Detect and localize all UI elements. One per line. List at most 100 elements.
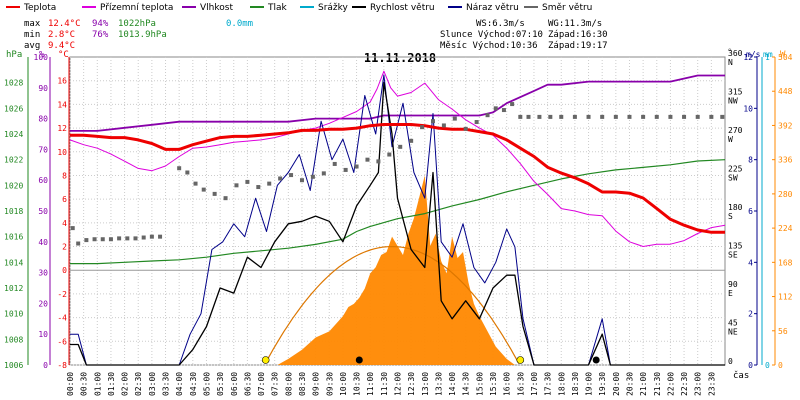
wind-dir-compass-label: N xyxy=(728,58,733,67)
stat-max-press: 1022hPa xyxy=(118,19,156,29)
wind-dir-point xyxy=(92,237,97,242)
x-tick-label: 01:30 xyxy=(107,372,116,396)
pressure_hpa-tick-label: 1028 xyxy=(4,79,23,88)
pressure_hpa-tick-label: 1024 xyxy=(4,130,23,139)
sun-rise-info: Slunce Východ:07:10 xyxy=(440,30,543,40)
solar-tick-label: 392 xyxy=(778,121,793,130)
solar-tick-label: 56 xyxy=(778,327,788,336)
wind-dir-point xyxy=(668,114,673,119)
humidity_pct-tick-label: 90 xyxy=(38,84,48,93)
wind-dir-point xyxy=(158,234,163,239)
pressure_hpa-tick-label: 1022 xyxy=(4,156,23,165)
rain-tick-label: 0 xyxy=(765,361,770,370)
x-tick-label: 02:30 xyxy=(134,372,143,396)
x-tick-label: 04:00 xyxy=(175,372,184,396)
wind-dir-tick-label: 315 xyxy=(728,88,743,97)
wind-dir-tick-label: 0 xyxy=(728,357,733,366)
wind-dir-compass-label: SE xyxy=(728,251,738,260)
x-tick-label: 11:00 xyxy=(366,372,375,396)
wind-dir-point xyxy=(720,114,725,119)
x-tick-label: 16:30 xyxy=(516,372,525,396)
wind-dir-point xyxy=(278,176,283,181)
wind-dir-tick-label: 360 xyxy=(728,49,743,58)
series-solar-area xyxy=(277,175,515,365)
solar-tick-label: 112 xyxy=(778,293,793,302)
wind-tick-label: 2 xyxy=(748,310,753,319)
wind-dir-compass-label: SW xyxy=(728,174,738,183)
x-tick-label: 13:00 xyxy=(421,372,430,396)
x-tick-label: 12:00 xyxy=(394,372,403,396)
x-tick-label: 15:30 xyxy=(489,372,498,396)
x-tick-label: 19:00 xyxy=(585,372,594,396)
wind-tick-label: 6 xyxy=(748,207,753,216)
unit-deg: ° xyxy=(727,48,732,58)
wind-dir-point xyxy=(84,238,89,243)
sunset-marker xyxy=(516,356,525,364)
rain-tick-label: 1 xyxy=(765,53,770,62)
stat-min-temp: 2.8°C xyxy=(48,30,75,40)
wind-dir-point xyxy=(485,113,490,118)
x-tick-label: 23:30 xyxy=(707,372,716,396)
stat-max-temp: 12.4°C xyxy=(48,19,81,29)
stat-avg-temp: 9.4°C xyxy=(48,41,75,51)
wind-dir-point xyxy=(267,181,272,186)
pressure_hpa-tick-label: 1016 xyxy=(4,233,23,242)
pressure_hpa-tick-label: 1010 xyxy=(4,310,23,319)
wind-tick-label: 8 xyxy=(748,156,753,165)
wind-dir-point xyxy=(108,237,113,242)
plot-area xyxy=(69,70,726,366)
x-tick-label: 01:00 xyxy=(93,372,102,396)
legend-label-6: Náraz větru xyxy=(466,3,519,13)
x-tick-label: 12:30 xyxy=(407,372,416,396)
temperature_c-tick-label: 12 xyxy=(57,124,67,133)
unit-ms: m/s xyxy=(746,50,761,59)
x-tick-label: 15:00 xyxy=(475,372,484,396)
humidity_pct-tick-label: 40 xyxy=(38,238,48,247)
x-tick-label: 21:00 xyxy=(639,372,648,396)
x-tick-label: 04:30 xyxy=(189,372,198,396)
wind-dir-tick-label: 45 xyxy=(728,319,738,328)
unit-pct: % xyxy=(39,50,45,60)
temperature_c-tick-label: -6 xyxy=(57,337,67,346)
stat-avg-label: avg xyxy=(24,41,40,51)
x-tick-label: 03:30 xyxy=(162,372,171,396)
wind-dir-point xyxy=(572,114,577,119)
legend-label-5: Rychlost větru xyxy=(370,3,435,13)
wind-dir-tick-label: 225 xyxy=(728,165,743,174)
wind-dir-point xyxy=(654,114,659,119)
x-tick-label: 18:00 xyxy=(557,372,566,396)
stat-min-hum: 76% xyxy=(92,30,109,40)
series-solar-theoretical xyxy=(264,246,520,364)
humidity_pct-tick-label: 80 xyxy=(38,115,48,124)
wind-dir-compass-label: NW xyxy=(728,97,738,106)
stat-max-label: max xyxy=(24,19,41,29)
unit-cas: čas xyxy=(733,370,749,381)
pressure_hpa-tick-label: 1018 xyxy=(4,207,23,216)
x-tick-label: 06:00 xyxy=(230,372,239,396)
x-tick-label: 17:30 xyxy=(544,372,553,396)
wind-dir-tick-label: 180 xyxy=(728,203,743,212)
temperature_c-tick-label: 6 xyxy=(62,195,67,204)
x-tick-label: 00:00 xyxy=(66,372,75,396)
wind-dir-point xyxy=(695,114,700,119)
pressure_hpa-tick-label: 1026 xyxy=(4,104,23,113)
x-tick-label: 09:30 xyxy=(325,372,334,396)
solar-tick-label: 504 xyxy=(778,53,793,62)
x-tick-label: 10:00 xyxy=(339,372,348,396)
temperature_c-tick-label: 16 xyxy=(57,77,67,86)
legend-label-0: Teplota xyxy=(23,3,56,13)
x-tick-label: 00:30 xyxy=(80,372,89,396)
x-tick-label: 10:30 xyxy=(353,372,362,396)
wind-dir-point xyxy=(321,171,326,176)
x-tick-label: 20:30 xyxy=(625,372,634,396)
chart-title: 11.11.2018 xyxy=(364,51,436,65)
pressure_hpa-tick-label: 1014 xyxy=(4,258,23,267)
wind-dir-point xyxy=(641,114,646,119)
x-tick-label: 02:00 xyxy=(121,372,130,396)
wind-dir-point xyxy=(365,157,370,162)
wind-dir-point xyxy=(100,237,105,242)
wind-dir-point xyxy=(474,120,479,125)
wind-dir-point xyxy=(234,183,239,188)
wind-dir-point xyxy=(76,241,81,246)
solar-tick-label: 280 xyxy=(778,190,793,199)
